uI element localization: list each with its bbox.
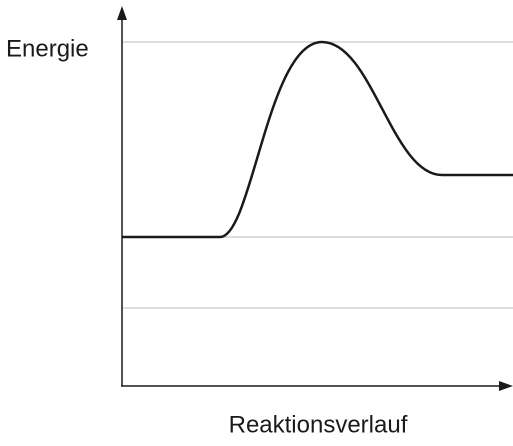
y-axis-arrow	[117, 6, 127, 20]
x-axis-arrow	[499, 381, 513, 391]
y-axis-label: Energie	[6, 35, 89, 62]
x-axis-label: Reaktionsverlauf	[229, 411, 408, 438]
energy-curve	[122, 40, 513, 239]
